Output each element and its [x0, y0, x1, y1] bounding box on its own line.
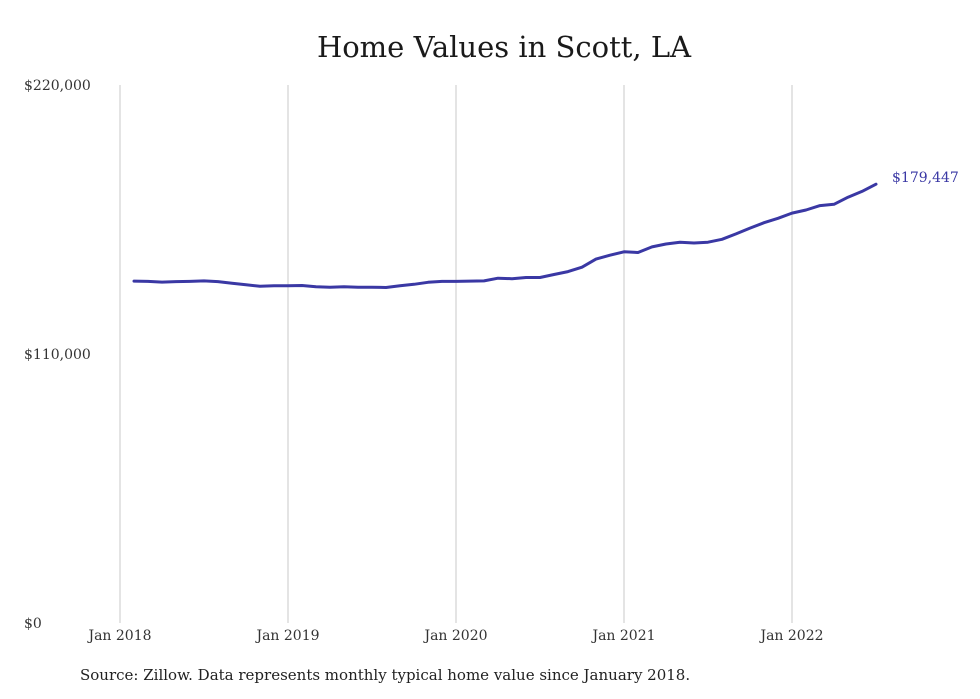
gridlines — [119, 85, 793, 623]
end-value-label: $179,447 — [892, 170, 959, 186]
x-axis-labels: Jan 2018 Jan 2019 Jan 2020 Jan 2021 Jan 2022 — [86, 628, 823, 644]
y-axis-labels: $0 $110,000 $220,000 — [24, 78, 91, 632]
series-line — [132, 182, 878, 289]
source-note: Source: Zillow. Data represents monthly … — [80, 666, 691, 684]
y-tick-label: $220,000 — [24, 78, 91, 94]
x-tick-label: Jan 2019 — [254, 628, 319, 644]
chart-title: Home Values in Scott, LA — [316, 30, 692, 64]
x-tick-label: Jan 2020 — [422, 628, 487, 644]
y-tick-label: $110,000 — [24, 347, 91, 363]
series-layer — [132, 182, 878, 289]
x-tick-label: Jan 2022 — [758, 628, 823, 644]
end-label-layer: $179,447 — [892, 170, 959, 186]
y-tick-label: $0 — [24, 616, 42, 632]
x-tick-label: Jan 2018 — [86, 628, 151, 644]
x-tick-label: Jan 2021 — [590, 628, 655, 644]
